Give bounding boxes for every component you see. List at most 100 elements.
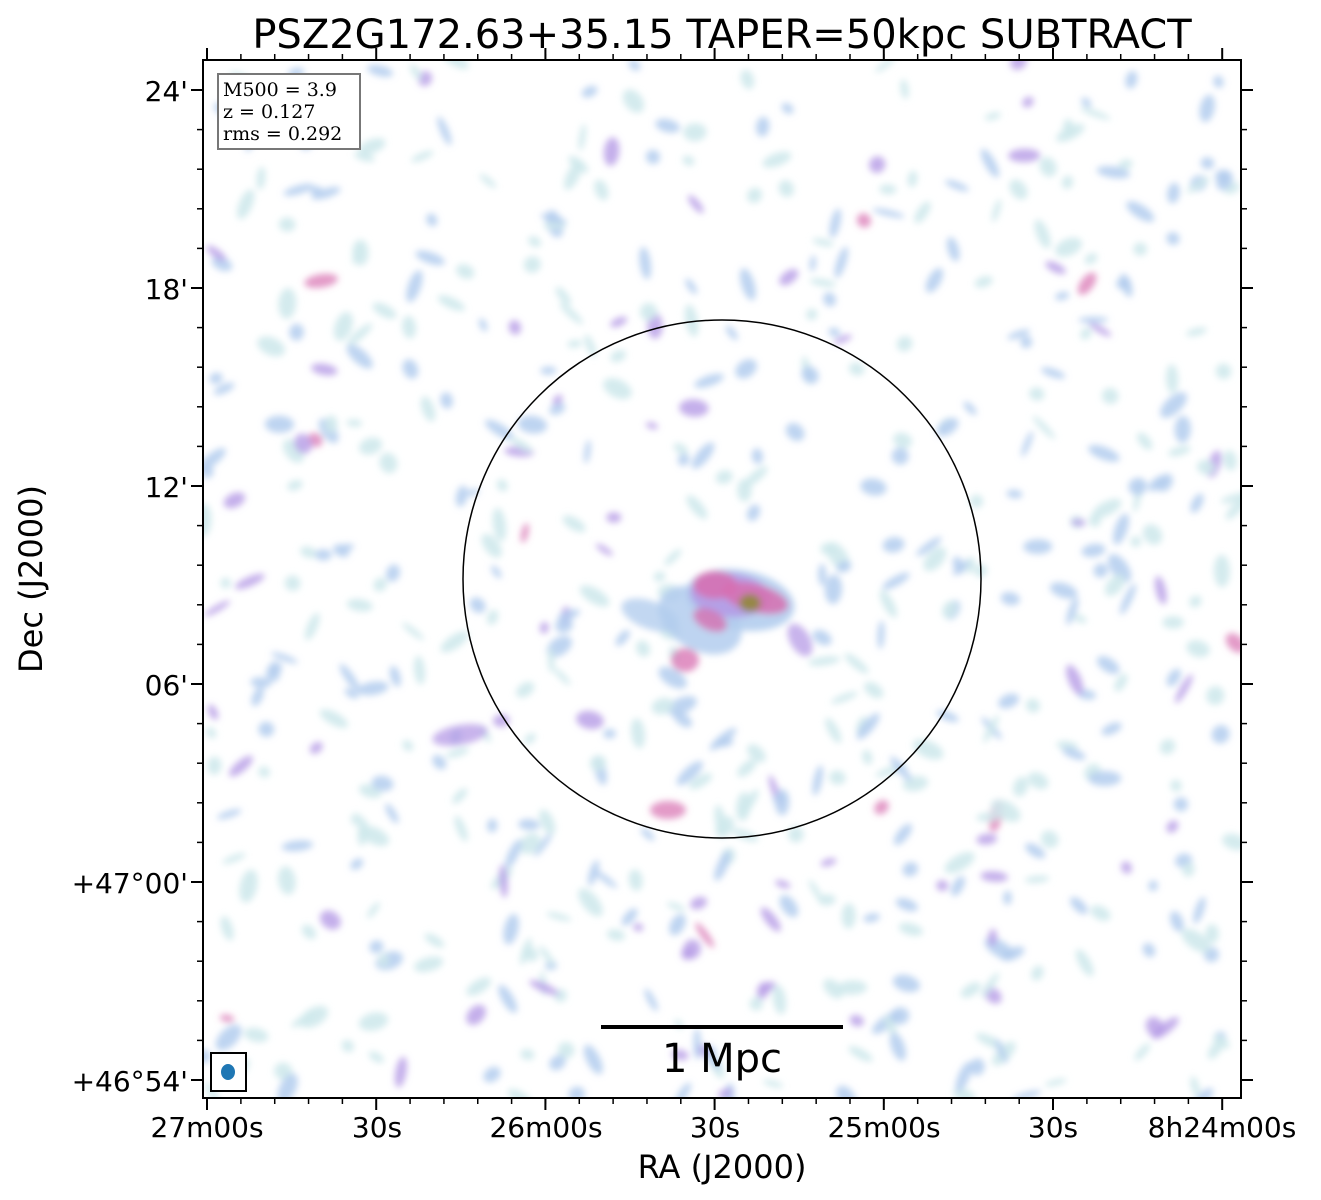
emission-blob: [413, 956, 444, 973]
emission-blob: [1206, 686, 1225, 706]
emission-blob: [219, 1014, 235, 1023]
emission-blob: [1142, 524, 1163, 545]
emission-blob: [666, 902, 686, 912]
emission-blob: [650, 801, 686, 819]
emission-blob: [837, 980, 868, 995]
emission-blob: [1024, 875, 1050, 884]
x-tick-label: 25m00s: [827, 1111, 940, 1144]
emission-blob: [1000, 592, 1020, 606]
emission-blob: [1220, 492, 1241, 504]
emission-blob: [749, 997, 763, 1011]
emission-blob: [998, 693, 1020, 709]
emission-blob: [529, 980, 559, 996]
emission-blob: [622, 89, 645, 113]
emission-blob: [664, 549, 682, 566]
emission-blob: [775, 880, 791, 889]
emission-blob: [874, 800, 889, 815]
emission-blob: [394, 1056, 407, 1088]
emission-blob: [549, 1055, 566, 1071]
emission-blob: [1107, 554, 1132, 583]
emission-blob: [1148, 880, 1158, 892]
emission-blob: [589, 755, 607, 772]
emission-blob: [341, 1039, 354, 1053]
emission-blob: [621, 598, 679, 632]
emission-blob: [628, 60, 641, 71]
emission-blob: [1039, 157, 1057, 177]
emission-blob: [1029, 387, 1045, 401]
emission-blob: [1190, 493, 1204, 513]
emission-blob: [615, 629, 630, 646]
emission-blob: [942, 600, 957, 619]
emission-blob: [1119, 583, 1137, 615]
emission-blob: [1066, 597, 1079, 625]
emission-blob: [862, 749, 873, 765]
scale-bar: 1 Mpc: [601, 1025, 843, 1082]
emission-blob: [229, 755, 253, 777]
emission-blob: [981, 972, 1000, 998]
emission-blob: [991, 199, 1002, 223]
emission-blob: [1133, 242, 1148, 256]
emission-blob: [372, 302, 397, 319]
emission-blob: [1084, 253, 1098, 265]
emission-blob: [552, 394, 563, 406]
emission-blob: [969, 1058, 985, 1076]
emission-blob: [519, 833, 541, 855]
emission-blob: [1101, 722, 1122, 736]
emission-blob: [820, 858, 837, 867]
emission-blob: [1096, 656, 1120, 675]
emission-blob: [1142, 943, 1156, 958]
emission-blob: [402, 359, 419, 379]
emission-blob: [258, 766, 270, 778]
emission-blob: [746, 504, 761, 522]
emission-blob: [420, 396, 436, 422]
emission-blob: [1000, 946, 1025, 961]
emission-blob: [714, 805, 727, 838]
emission-blob: [829, 770, 846, 785]
emission-blob: [787, 623, 813, 657]
emission-blob: [445, 747, 470, 758]
emission-blob: [543, 222, 567, 229]
emission-blob: [1166, 820, 1179, 833]
emission-blob: [756, 116, 770, 137]
emission-blob: [402, 740, 414, 752]
emission-blob: [603, 728, 616, 739]
emission-blob: [1073, 614, 1087, 624]
emission-blob: [639, 246, 652, 280]
emission-blob: [988, 928, 998, 946]
y-tick-label: 24': [145, 75, 188, 108]
emission-blob: [644, 988, 658, 1012]
emission-blob: [440, 392, 453, 409]
emission-blob: [1093, 563, 1109, 578]
emission-blob: [579, 585, 610, 607]
emission-blob: [540, 213, 567, 224]
emission-blob: [1213, 1034, 1230, 1049]
emission-blob: [715, 470, 733, 485]
emission-blob: [693, 608, 727, 632]
emission-blob: [848, 362, 865, 376]
emission-blob: [1096, 166, 1131, 179]
emission-blob: [896, 336, 913, 352]
emission-blob: [824, 574, 843, 605]
emission-blob: [1194, 1088, 1214, 1098]
emission-blob: [630, 718, 646, 749]
emission-blob: [875, 60, 895, 73]
emission-blob: [593, 870, 618, 889]
emission-blob: [744, 466, 768, 487]
emission-blob: [1025, 843, 1046, 859]
emission-blob: [1174, 415, 1191, 443]
emission-blob: [1066, 664, 1084, 695]
emission-blob: [732, 828, 759, 842]
emission-blob: [1167, 182, 1180, 204]
emission-blob: [346, 344, 373, 369]
emission-blob: [271, 652, 298, 664]
emission-blob: [1044, 1078, 1067, 1087]
emission-blob: [278, 217, 296, 232]
emission-blob: [350, 858, 364, 870]
emission-blob: [264, 415, 295, 433]
emission-blob: [368, 1051, 384, 1063]
emission-blob: [456, 264, 475, 279]
emission-blob: [1128, 477, 1148, 496]
y-tick-label: 18': [145, 273, 188, 306]
emission-blob: [606, 929, 626, 941]
emission-blob: [309, 741, 323, 754]
